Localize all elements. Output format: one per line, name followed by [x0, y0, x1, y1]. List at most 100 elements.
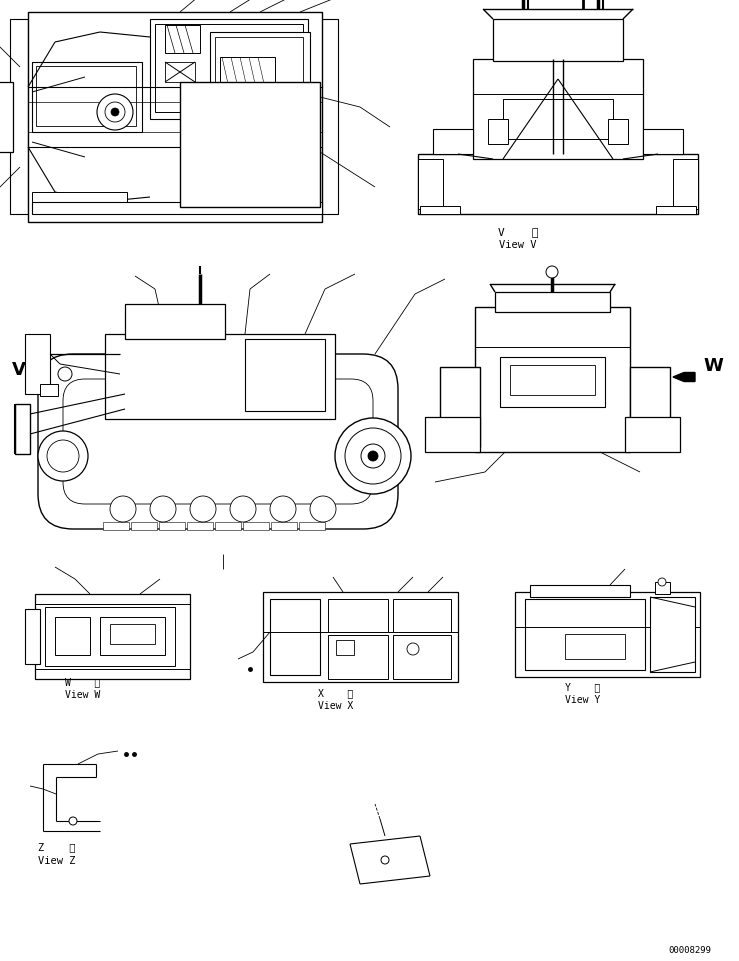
- FancyBboxPatch shape: [63, 380, 373, 505]
- Text: View X: View X: [318, 701, 353, 710]
- Bar: [493, 20, 623, 62]
- Bar: [55, 617, 90, 655]
- Bar: [440, 368, 480, 448]
- Bar: [32, 203, 322, 214]
- Text: Z    視: Z 視: [38, 841, 75, 851]
- Bar: [271, 523, 297, 530]
- Ellipse shape: [47, 440, 79, 473]
- Bar: [393, 635, 451, 679]
- Text: View Y: View Y: [565, 694, 600, 704]
- Bar: [433, 130, 473, 155]
- Ellipse shape: [275, 112, 285, 123]
- Ellipse shape: [546, 267, 558, 279]
- Text: X    視: X 視: [318, 687, 353, 698]
- Bar: [10, 20, 28, 214]
- Ellipse shape: [270, 497, 296, 523]
- Bar: [45, 607, 175, 666]
- Ellipse shape: [97, 95, 133, 131]
- Bar: [210, 33, 310, 108]
- Bar: [515, 592, 700, 678]
- Bar: [180, 83, 320, 208]
- Bar: [165, 62, 195, 83]
- Text: View Z: View Z: [38, 855, 75, 865]
- Bar: [336, 640, 354, 655]
- FancyArrow shape: [247, 365, 265, 374]
- Bar: [420, 207, 460, 214]
- Text: 00008299: 00008299: [668, 945, 711, 954]
- Bar: [393, 600, 451, 632]
- Bar: [643, 130, 683, 155]
- Text: V: V: [12, 360, 26, 379]
- Text: View V: View V: [500, 239, 537, 250]
- Bar: [299, 523, 325, 530]
- Ellipse shape: [345, 429, 401, 484]
- Text: W    視: W 視: [65, 677, 101, 686]
- Bar: [650, 598, 695, 673]
- Bar: [36, 67, 136, 127]
- Text: V    視: V 視: [498, 227, 538, 236]
- Ellipse shape: [190, 497, 216, 523]
- Bar: [28, 13, 322, 223]
- Bar: [530, 585, 630, 598]
- Ellipse shape: [658, 579, 666, 586]
- Bar: [215, 523, 241, 530]
- Ellipse shape: [368, 452, 378, 461]
- Text: Y    視: Y 視: [565, 681, 600, 691]
- Bar: [100, 617, 165, 655]
- Bar: [673, 160, 698, 209]
- Bar: [105, 334, 335, 420]
- Bar: [131, 523, 157, 530]
- Ellipse shape: [110, 497, 136, 523]
- Bar: [245, 339, 325, 411]
- Bar: [503, 100, 613, 140]
- FancyBboxPatch shape: [38, 355, 398, 530]
- Bar: [500, 357, 605, 407]
- Ellipse shape: [264, 390, 282, 408]
- Ellipse shape: [381, 856, 389, 864]
- Bar: [625, 418, 680, 453]
- FancyArrow shape: [328, 618, 348, 627]
- Bar: [32, 193, 127, 205]
- Bar: [525, 600, 645, 671]
- Bar: [655, 582, 670, 595]
- FancyArrow shape: [353, 633, 373, 641]
- Ellipse shape: [111, 109, 119, 117]
- Bar: [656, 207, 696, 214]
- Bar: [243, 523, 269, 530]
- Ellipse shape: [361, 445, 385, 469]
- Bar: [488, 120, 508, 145]
- Text: View W: View W: [65, 689, 101, 700]
- Bar: [270, 600, 320, 676]
- Ellipse shape: [270, 108, 290, 128]
- Bar: [165, 26, 200, 54]
- Bar: [25, 334, 50, 395]
- Bar: [155, 25, 303, 112]
- Bar: [475, 308, 630, 453]
- Bar: [328, 635, 388, 679]
- Bar: [425, 418, 480, 453]
- Bar: [159, 523, 185, 530]
- Bar: [328, 600, 388, 632]
- Bar: [320, 20, 338, 214]
- Ellipse shape: [238, 106, 262, 130]
- FancyArrow shape: [28, 373, 50, 382]
- Bar: [495, 293, 610, 312]
- Bar: [215, 38, 303, 101]
- Bar: [150, 20, 308, 120]
- Bar: [25, 609, 40, 664]
- Bar: [418, 155, 698, 214]
- Ellipse shape: [310, 497, 336, 523]
- Bar: [187, 523, 213, 530]
- Bar: [263, 592, 458, 682]
- Bar: [32, 62, 142, 133]
- Ellipse shape: [335, 419, 411, 495]
- Ellipse shape: [164, 390, 182, 408]
- Bar: [125, 305, 225, 339]
- Bar: [630, 368, 670, 448]
- Ellipse shape: [58, 368, 72, 382]
- Bar: [565, 634, 625, 659]
- Bar: [40, 384, 58, 397]
- Bar: [0, 83, 13, 153]
- Bar: [103, 523, 129, 530]
- Ellipse shape: [38, 431, 88, 481]
